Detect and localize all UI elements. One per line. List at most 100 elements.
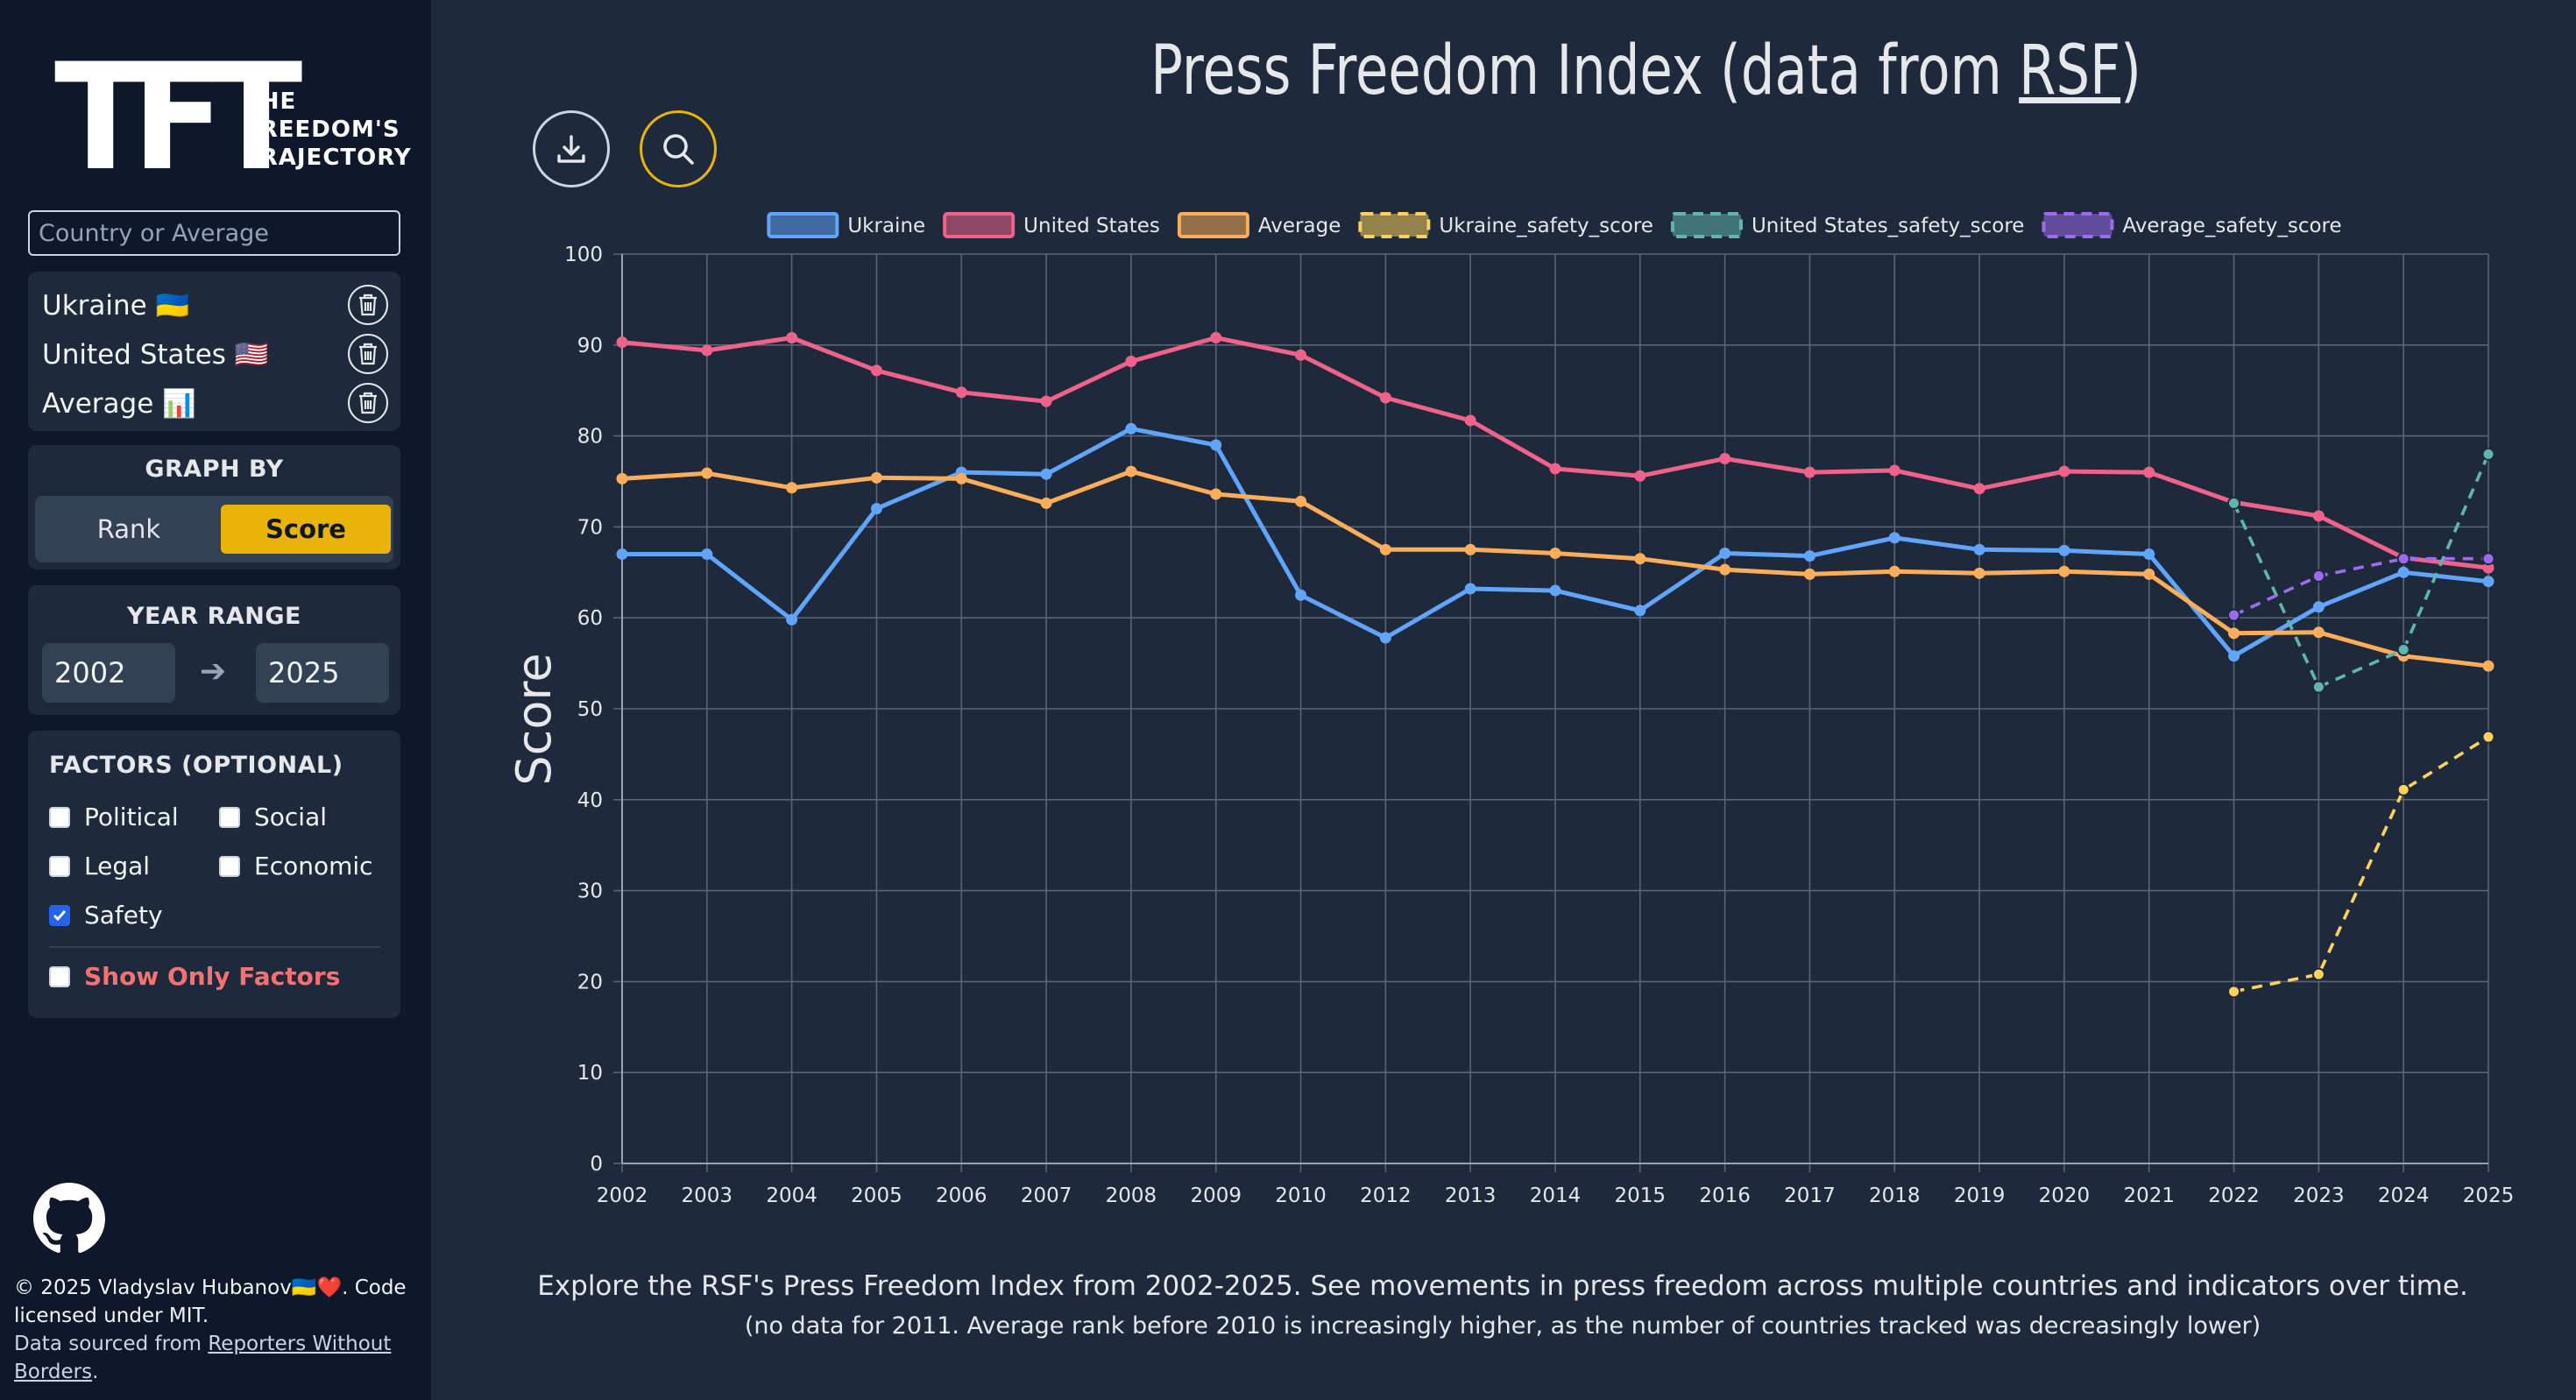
rank-button[interactable]: Rank — [96, 514, 161, 544]
legend-swatch-average-safety-score[interactable] — [2042, 212, 2114, 238]
rsf-link[interactable]: Reporters Without Borders — [14, 1333, 392, 1383]
legend-label-united-states[interactable]: United States — [1023, 215, 1160, 237]
data-point-united-states[interactable] — [1295, 349, 1307, 361]
data-point-ukraine[interactable] — [1803, 550, 1815, 562]
legend-swatch-average[interactable] — [1177, 212, 1249, 238]
data-point-united-states[interactable] — [786, 331, 798, 343]
data-point-ukraine[interactable] — [1973, 543, 1985, 555]
data-point-ukraine[interactable] — [2312, 601, 2325, 613]
data-point-united-states[interactable] — [1634, 470, 1646, 482]
data-point-united-states[interactable] — [2058, 465, 2070, 477]
data-point-ukraine[interactable] — [616, 548, 628, 561]
legend-label-ukraine[interactable]: Ukraine — [847, 215, 925, 237]
data-point-ukraine[interactable] — [1379, 632, 1391, 644]
data-point-average[interactable] — [1549, 548, 1561, 560]
data-point-average[interactable] — [1464, 543, 1476, 555]
trash-icon[interactable] — [348, 383, 388, 423]
score-button[interactable]: Score — [221, 505, 391, 554]
legend-swatch-ukraine-safety-score[interactable] — [1358, 212, 1431, 238]
safety-checkbox[interactable] — [49, 904, 70, 926]
title-rsf-link[interactable]: RSF — [2019, 32, 2121, 110]
data-point-united-states[interactable] — [2482, 562, 2495, 574]
data-point-ukraine-safety-score[interactable] — [2227, 985, 2241, 999]
data-point-average[interactable] — [2058, 565, 2070, 577]
year-from-input[interactable]: 2002 — [42, 643, 175, 703]
data-point-ukraine[interactable] — [1295, 589, 1307, 601]
data-point-average[interactable] — [1125, 465, 1137, 477]
data-point-average[interactable] — [955, 472, 967, 484]
legend-swatch-ukraine[interactable] — [767, 212, 839, 238]
data-point-ukraine[interactable] — [1888, 532, 1900, 544]
data-point-united-states-safety-score[interactable] — [2311, 680, 2325, 694]
data-point-average[interactable] — [1040, 497, 1052, 509]
data-point-united-states[interactable] — [616, 336, 628, 349]
show-only-factors-toggle[interactable]: Show Only Factors — [49, 962, 340, 991]
legend-label-united-states-safety-score[interactable]: United States_safety_score — [1752, 215, 2025, 237]
data-point-average[interactable] — [616, 472, 628, 484]
data-point-ukraine[interactable] — [1719, 548, 1731, 560]
legend-swatch-united-states-safety-score[interactable] — [1670, 212, 1743, 238]
data-point-average-safety-score[interactable] — [2311, 569, 2325, 583]
data-point-ukraine[interactable] — [1210, 439, 1222, 451]
data-point-united-states[interactable] — [1125, 355, 1137, 367]
economic-checkbox[interactable] — [219, 855, 240, 877]
data-point-united-states-safety-score[interactable] — [2481, 447, 2495, 461]
political-checkbox[interactable] — [49, 806, 70, 828]
data-point-average[interactable] — [1379, 543, 1391, 555]
data-point-ukraine[interactable] — [2228, 650, 2240, 662]
data-point-average[interactable] — [1634, 553, 1646, 565]
data-point-average-safety-score[interactable] — [2396, 552, 2410, 566]
data-point-united-states[interactable] — [1888, 464, 1900, 477]
data-point-average-safety-score[interactable] — [2227, 608, 2241, 622]
download-button[interactable] — [533, 110, 610, 187]
data-point-ukraine[interactable] — [2058, 544, 2070, 556]
data-point-average[interactable] — [786, 482, 798, 494]
trash-icon[interactable] — [348, 334, 388, 374]
data-point-united-states[interactable] — [701, 344, 713, 357]
data-point-ukraine-safety-score[interactable] — [2396, 782, 2410, 796]
data-point-united-states[interactable] — [1973, 483, 1985, 495]
data-point-ukraine[interactable] — [2143, 548, 2155, 561]
data-point-average[interactable] — [1210, 488, 1222, 500]
data-point-average-safety-score[interactable] — [2481, 552, 2495, 566]
data-point-united-states[interactable] — [1803, 466, 1815, 478]
data-point-average[interactable] — [2482, 660, 2495, 672]
data-point-ukraine[interactable] — [701, 548, 713, 561]
data-point-ukraine[interactable] — [1125, 422, 1137, 435]
data-point-united-states[interactable] — [1719, 453, 1731, 465]
data-point-average[interactable] — [2228, 627, 2240, 640]
data-point-ukraine[interactable] — [786, 613, 798, 626]
factor-legal[interactable]: Legal — [49, 852, 150, 880]
data-point-average[interactable] — [1295, 495, 1307, 507]
zoom-button[interactable] — [640, 110, 717, 187]
data-point-ukraine[interactable] — [1464, 583, 1476, 595]
year-to-input[interactable]: 2025 — [256, 643, 389, 703]
factor-economic[interactable]: Economic — [219, 852, 373, 880]
social-checkbox[interactable] — [219, 806, 240, 828]
data-point-average[interactable] — [2312, 626, 2325, 639]
data-point-united-states[interactable] — [1210, 331, 1222, 343]
trash-icon[interactable] — [348, 285, 388, 325]
data-point-ukraine[interactable] — [1549, 584, 1561, 597]
data-point-united-states[interactable] — [870, 364, 882, 377]
data-point-average[interactable] — [870, 471, 882, 484]
legend-label-average-safety-score[interactable]: Average_safety_score — [2122, 215, 2341, 237]
data-point-united-states[interactable] — [1464, 414, 1476, 427]
data-point-united-states[interactable] — [1549, 463, 1561, 475]
legend-label-ukraine-safety-score[interactable]: Ukraine_safety_score — [1439, 215, 1653, 237]
data-point-ukraine-safety-score[interactable] — [2481, 730, 2495, 744]
data-point-united-states[interactable] — [2312, 510, 2325, 522]
data-point-average[interactable] — [1803, 568, 1815, 580]
legend-label-average[interactable]: Average — [1258, 215, 1341, 237]
data-point-ukraine[interactable] — [2397, 566, 2410, 578]
country-search-input[interactable] — [28, 210, 400, 256]
data-point-united-states-safety-score[interactable] — [2227, 496, 2241, 510]
data-point-ukraine[interactable] — [870, 503, 882, 515]
show-only-checkbox[interactable] — [49, 965, 70, 987]
data-point-united-states[interactable] — [1379, 392, 1391, 404]
data-point-united-states[interactable] — [955, 386, 967, 399]
data-point-united-states[interactable] — [1040, 395, 1052, 407]
data-point-united-states[interactable] — [2143, 466, 2155, 478]
data-point-ukraine-safety-score[interactable] — [2311, 967, 2325, 981]
data-point-ukraine[interactable] — [1634, 605, 1646, 617]
